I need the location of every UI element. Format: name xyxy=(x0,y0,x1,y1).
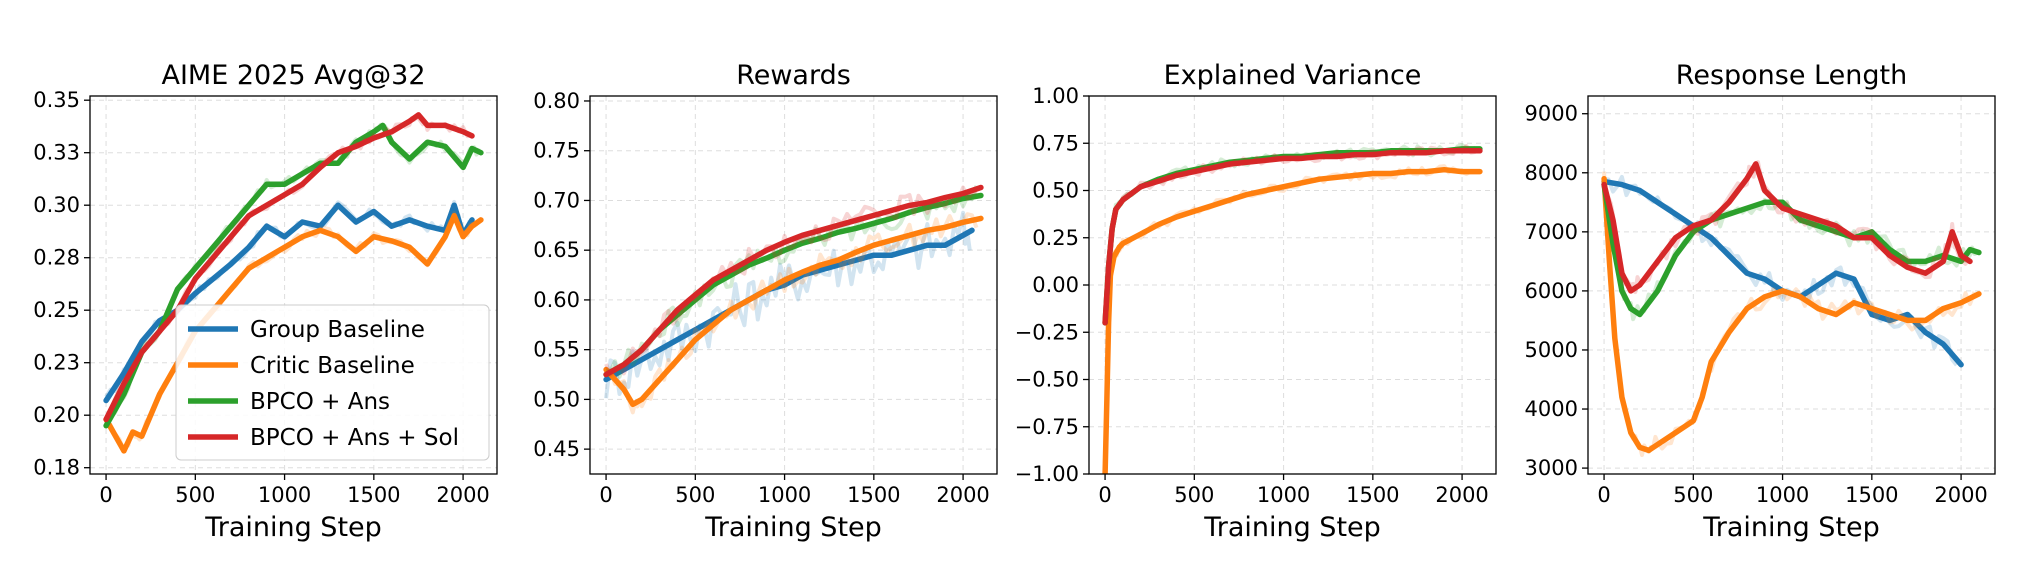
x-tick-label: 1000 xyxy=(258,483,311,507)
panel-explained-variance: 0 500 1000 1500 2000 −1.00 −0.75 −0.50 −0.25 0.00… xyxy=(1015,60,1497,543)
y-tick-label: 0.70 xyxy=(533,188,580,212)
series-raw-critic-baseline xyxy=(1103,164,1476,474)
y-tick-label: 3000 xyxy=(1525,456,1578,480)
x-axis-label: Training Step xyxy=(1203,512,1381,543)
y-tick-label: 0.65 xyxy=(533,238,580,262)
y-tick-label: 0.25 xyxy=(1032,226,1079,250)
plot-frame xyxy=(589,95,998,475)
y-tick-label: 0.55 xyxy=(533,338,580,362)
y-tick-label: 5000 xyxy=(1525,338,1578,362)
chart-title: Response Length xyxy=(1676,60,1907,91)
x-tick-label: 1000 xyxy=(758,483,811,507)
y-tick-label: 0.25 xyxy=(33,298,80,322)
y-tick-label: 0.23 xyxy=(33,351,80,375)
series-line-bpco-ans-sol xyxy=(1601,161,1973,294)
panel-rewards: 0 500 1000 1500 2000 0.45 0.50 0.55 0.60 0.65 0.70… xyxy=(533,60,998,543)
x-tick-label: 2000 xyxy=(936,483,989,507)
series-raw-bpco-ans xyxy=(605,185,979,379)
legend-box xyxy=(175,304,490,461)
chart-title: AIME 2025 Avg@32 xyxy=(161,60,425,91)
chart-title: Explained Variance xyxy=(1164,60,1422,91)
y-tick-label: −0.50 xyxy=(1015,368,1079,392)
legend: Group Baseline Critic Baseline BPCO + Ans B… xyxy=(175,304,490,461)
series-line-bpco-ans xyxy=(1601,181,1982,318)
series-line-critic-baseline xyxy=(103,212,484,454)
x-tick-label: 500 xyxy=(1673,483,1713,507)
x-tick-label: 2000 xyxy=(1435,483,1488,507)
panel-response-length: 0 500 1000 1500 2000 3000 4000 5000 6000 7000 8000… xyxy=(1525,60,1996,543)
x-tick-label: 1000 xyxy=(1756,483,1809,507)
x-tick-label: 1500 xyxy=(347,483,400,507)
x-tick-label: 500 xyxy=(1174,483,1214,507)
y-tick-label: −0.25 xyxy=(1015,320,1079,344)
x-axis-label: Training Step xyxy=(1702,512,1880,543)
y-tick-label: 0.00 xyxy=(1032,273,1079,297)
y-tick-label: 1.00 xyxy=(1032,84,1079,108)
series-line-critic-baseline xyxy=(603,215,984,408)
y-tick-label: 0.35 xyxy=(33,88,80,112)
y-tick-label: 4000 xyxy=(1525,397,1578,421)
y-tick-label: 0.28 xyxy=(33,246,80,270)
x-tick-label: 1000 xyxy=(1257,483,1310,507)
x-tick-label: 500 xyxy=(175,483,215,507)
series-line-bpco-ans-sol xyxy=(103,112,475,423)
series-line-bpco-ans-sol xyxy=(603,184,984,378)
series-line-bpco-ans xyxy=(1102,146,1483,326)
series-line-group-baseline xyxy=(603,227,975,383)
y-tick-label: 0.20 xyxy=(33,403,80,427)
x-tick-label: 0 xyxy=(1098,483,1111,507)
y-tick-label: 0.75 xyxy=(1032,131,1079,155)
y-tick-label: 0.60 xyxy=(533,288,580,312)
y-tick-label: −0.75 xyxy=(1015,415,1079,439)
legend-label: Group Baseline xyxy=(250,317,425,343)
x-axis-label: Training Step xyxy=(204,512,382,543)
y-tick-label: 7000 xyxy=(1525,220,1578,244)
y-tick-label: 0.45 xyxy=(533,437,580,461)
y-tick-label: −1.00 xyxy=(1015,462,1079,486)
x-axis-label: Training Step xyxy=(704,512,882,543)
y-tick-label: 0.50 xyxy=(533,387,580,411)
y-tick-label: 0.33 xyxy=(33,141,80,165)
y-tick-label: 0.18 xyxy=(33,456,80,480)
x-tick-label: 1500 xyxy=(847,483,900,507)
series-line-critic-baseline xyxy=(1102,166,1483,474)
series-line-critic-baseline xyxy=(1601,175,1982,454)
chart-title: Rewards xyxy=(736,60,851,91)
legend-label: BPCO + Ans xyxy=(250,389,390,415)
x-tick-label: 1500 xyxy=(1346,483,1399,507)
x-tick-label: 0 xyxy=(599,483,612,507)
y-tick-label: 0.30 xyxy=(33,193,80,217)
plot-frame xyxy=(1587,95,1996,475)
legend-label: BPCO + Ans + Sol xyxy=(250,425,459,451)
y-tick-label: 6000 xyxy=(1525,279,1578,303)
y-tick-label: 9000 xyxy=(1525,102,1578,126)
series-line-bpco-ans xyxy=(103,122,484,429)
series-raw-bpco-ans-sol xyxy=(604,185,978,377)
series-raw-bpco-ans-sol xyxy=(1602,160,1970,295)
x-tick-label: 0 xyxy=(99,483,112,507)
y-tick-label: 0.75 xyxy=(533,139,580,163)
legend-label: Critic Baseline xyxy=(250,353,415,379)
series-line-bpco-ans-sol xyxy=(1102,148,1483,326)
y-tick-label: 0.80 xyxy=(533,89,580,113)
x-tick-label: 500 xyxy=(675,483,715,507)
x-tick-label: 1500 xyxy=(1845,483,1898,507)
panel-aime-2025: 0 500 1000 1500 2000 0.18 0.20 0.23 0.25 0.28 0.30… xyxy=(33,60,498,543)
x-tick-label: 2000 xyxy=(1934,483,1987,507)
x-tick-label: 2000 xyxy=(436,483,489,507)
y-tick-label: 8000 xyxy=(1525,161,1578,185)
y-tick-label: 0.50 xyxy=(1032,179,1079,203)
x-tick-label: 0 xyxy=(1597,483,1610,507)
plot-frame xyxy=(89,95,498,475)
